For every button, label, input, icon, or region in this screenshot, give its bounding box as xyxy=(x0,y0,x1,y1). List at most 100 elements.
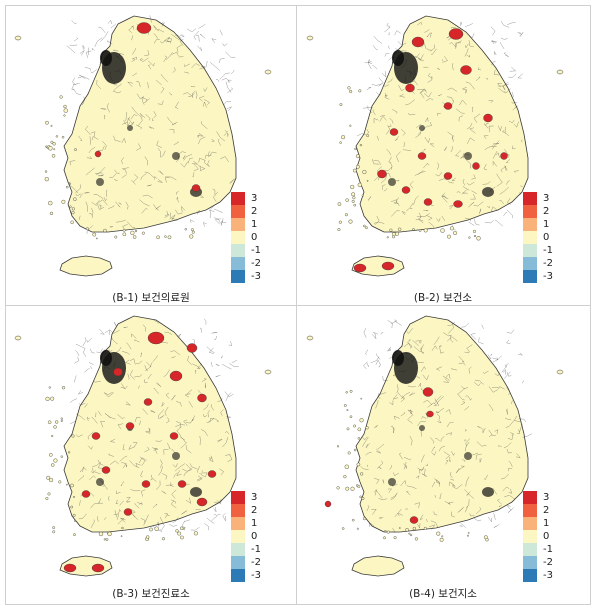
district-boundary xyxy=(490,353,493,356)
legend-label: -2 xyxy=(543,258,553,269)
district-boundary xyxy=(117,423,124,430)
island xyxy=(122,232,127,237)
district-boundary xyxy=(450,478,454,481)
legend-swatch xyxy=(231,491,245,504)
district-boundary xyxy=(410,409,413,415)
district-boundary xyxy=(206,517,215,524)
district-boundary xyxy=(144,171,155,178)
island xyxy=(52,526,56,529)
island xyxy=(61,386,66,390)
district-boundary xyxy=(431,446,435,452)
hotspot-region xyxy=(353,263,367,273)
district-boundary xyxy=(78,475,85,481)
district-boundary xyxy=(75,434,83,438)
legend-swatch xyxy=(231,569,245,582)
legend-label: -3 xyxy=(543,570,553,581)
district-boundary xyxy=(199,66,206,70)
island xyxy=(44,170,48,173)
district-boundary xyxy=(125,359,131,365)
district-boundary xyxy=(191,160,198,165)
district-boundary xyxy=(522,380,525,384)
district-boundary xyxy=(426,518,428,522)
district-boundary xyxy=(84,67,91,71)
district-boundary xyxy=(153,204,160,211)
district-boundary xyxy=(114,179,118,181)
district-boundary xyxy=(131,333,137,339)
district-boundary xyxy=(82,466,87,472)
district-boundary xyxy=(108,205,115,209)
district-boundary xyxy=(488,100,494,103)
district-boundary xyxy=(420,344,425,351)
district-boundary xyxy=(380,173,388,184)
hotspot-region xyxy=(81,490,91,498)
district-boundary xyxy=(157,521,160,527)
horizontal-divider xyxy=(5,305,591,306)
district-boundary xyxy=(466,344,473,353)
district-boundary xyxy=(437,420,442,424)
island xyxy=(55,420,59,424)
district-boundary xyxy=(109,439,116,443)
district-boundary xyxy=(155,205,161,210)
ulleungdo-island xyxy=(556,69,564,75)
district-boundary xyxy=(121,383,128,390)
district-boundary xyxy=(211,516,218,522)
district-boundary xyxy=(203,222,207,227)
district-boundary xyxy=(418,58,424,62)
district-boundary xyxy=(511,400,513,405)
district-boundary xyxy=(450,146,454,153)
island xyxy=(47,420,52,424)
district-boundary xyxy=(469,127,476,134)
district-boundary xyxy=(379,516,384,519)
legend-swatch xyxy=(523,218,537,231)
legend-item: 3 xyxy=(231,491,291,504)
district-boundary xyxy=(153,39,160,44)
island xyxy=(180,535,184,540)
district-boundary xyxy=(433,511,438,516)
district-boundary xyxy=(68,184,79,194)
district-boundary xyxy=(189,219,195,223)
district-boundary xyxy=(153,320,160,324)
district-boundary xyxy=(405,99,416,106)
legend-item: -2 xyxy=(523,257,583,270)
district-boundary xyxy=(76,413,85,421)
district-boundary xyxy=(376,91,381,95)
district-boundary xyxy=(179,38,184,46)
district-boundary xyxy=(459,99,467,106)
district-boundary xyxy=(430,32,433,38)
district-boundary xyxy=(382,479,385,484)
district-boundary xyxy=(443,332,452,337)
district-boundary xyxy=(470,333,477,340)
island xyxy=(74,148,77,151)
island xyxy=(449,226,454,231)
district-boundary xyxy=(464,406,469,411)
district-boundary xyxy=(372,65,378,70)
district-boundary xyxy=(442,375,450,382)
district-boundary xyxy=(137,502,143,506)
district-boundary xyxy=(374,477,380,484)
gwangju-metro-area xyxy=(388,178,396,186)
district-boundary xyxy=(207,160,210,166)
district-boundary xyxy=(444,146,447,151)
island xyxy=(105,538,109,541)
district-boundary xyxy=(465,429,467,432)
district-boundary xyxy=(215,363,220,367)
district-boundary xyxy=(89,475,96,480)
district-boundary xyxy=(483,123,489,129)
district-boundary xyxy=(142,324,146,332)
district-boundary xyxy=(482,427,486,433)
district-boundary xyxy=(417,523,421,529)
district-boundary xyxy=(176,401,182,407)
district-boundary xyxy=(396,384,399,394)
district-boundary xyxy=(170,350,181,356)
district-boundary xyxy=(227,87,233,93)
district-boundary xyxy=(74,375,77,383)
district-boundary xyxy=(107,20,113,25)
district-boundary xyxy=(145,361,152,371)
ulleungdo-island xyxy=(556,369,564,375)
district-boundary xyxy=(506,339,511,344)
hotspot-region xyxy=(483,113,493,123)
district-boundary xyxy=(388,124,392,127)
district-boundary xyxy=(366,362,369,367)
district-boundary xyxy=(222,364,232,370)
district-boundary xyxy=(75,350,80,357)
